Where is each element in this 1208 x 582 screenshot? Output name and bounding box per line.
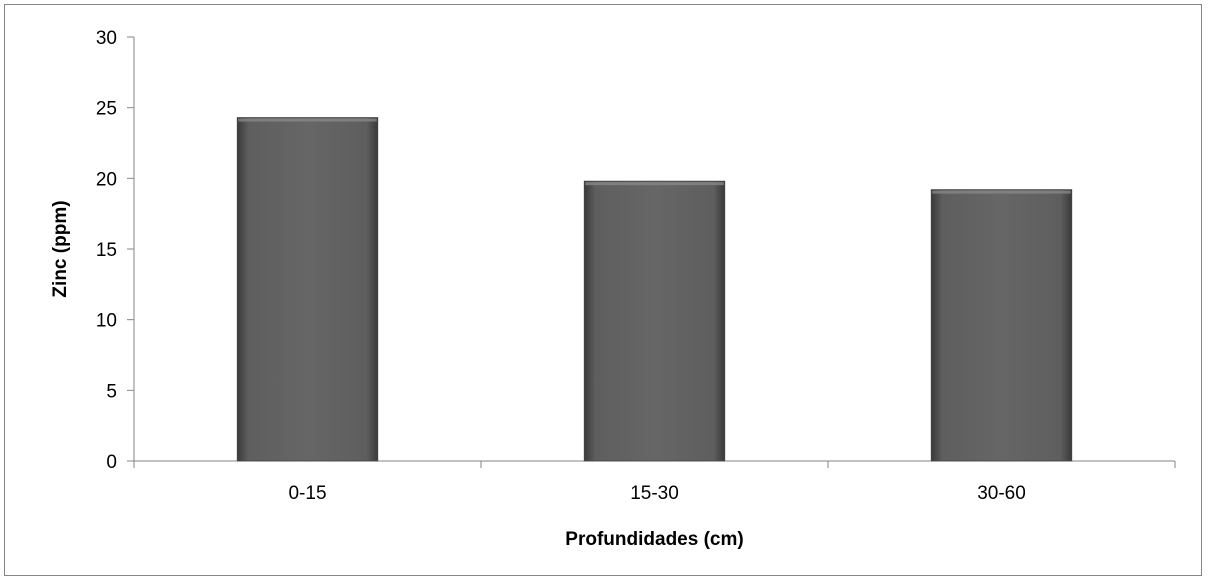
y-tick-label: 15: [96, 240, 117, 261]
x-tick-label: 30-60: [977, 483, 1026, 504]
bar-15-30: [583, 180, 726, 462]
bar-top-bevel: [585, 182, 724, 186]
y-tick-label: 25: [96, 99, 117, 120]
chart-frame: 0 5 10 15 20 25 30 0-15 15-30 30-60 Zinc (ppm) P…: [4, 4, 1202, 576]
bars: [236, 117, 1073, 462]
bar-chart: 0 5 10 15 20 25 30 0-15 15-30 30-60 Zinc (ppm) P…: [50, 28, 1176, 550]
x-axis-title: Profundidades (cm): [565, 529, 743, 550]
bar-top-bevel: [932, 190, 1071, 194]
y-tick-label: 10: [96, 311, 117, 332]
bar-top-bevel: [238, 118, 377, 122]
y-axis-title: Zinc (ppm): [50, 200, 71, 297]
y-tick-label: 5: [106, 381, 117, 402]
x-tick-label: 15-30: [630, 483, 679, 504]
y-tick-label: 0: [106, 452, 117, 473]
y-tick-label: 30: [96, 28, 117, 49]
y-axis: 0 5 10 15 20 25 30: [96, 28, 135, 473]
x-axis: 0-15 15-30 30-60: [133, 460, 1176, 504]
bar-30-60: [930, 189, 1073, 462]
bar-0-15: [236, 117, 379, 462]
y-tick-label: 20: [96, 169, 117, 190]
x-tick-label: 0-15: [288, 483, 326, 504]
